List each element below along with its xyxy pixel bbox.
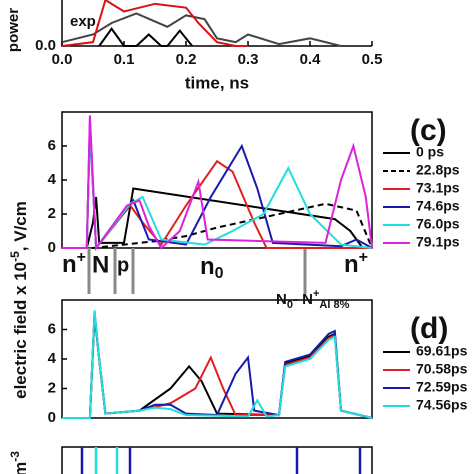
x-tick-label: 0.4 [300,51,322,68]
label-part: m [11,462,30,474]
series-line [62,202,373,249]
ann-sub: Al 8% [319,299,349,311]
region-marks [87,248,307,294]
ann-part: - N [293,291,313,308]
bottom-spikes [80,447,362,474]
region: n [344,251,359,278]
series-line [62,311,373,419]
region-label: n0 [200,253,224,282]
panel-d-frame [61,299,373,419]
region-label: p [117,254,129,276]
top-ylabel: power [5,8,22,52]
top-xlabel: time, ns [185,73,249,92]
legend-label: 69.61ps [416,343,468,359]
panel-label: (c) [410,114,447,147]
region: n [200,253,215,280]
y-tick-label: 6 [48,320,56,337]
legend-label: 74.56ps [416,397,468,413]
label-sup: -5 [8,251,22,262]
series-line [62,313,373,419]
legend-label: 0 ps [416,144,444,160]
series-line [61,12,342,47]
series-line [62,115,373,251]
region-sup: + [359,249,368,266]
series-line [98,27,193,47]
region-label: N [92,251,109,278]
annotation: N0- N+Al 8% [276,288,350,311]
legend-label: 73.1ps [416,180,460,196]
x-tick-label: 0.3 [238,51,259,68]
panel-c-frame [61,111,373,249]
y-tick-label: 0 [48,239,56,256]
region: n [62,251,77,278]
series-line [61,0,248,47]
ann-part: N [276,291,287,308]
y-tick-label: 0.0 [35,37,56,54]
legend-label: 79.1ps [416,234,460,250]
label-sup: -3 [8,451,22,462]
x-tick-label: 0.1 [114,51,135,68]
region-sub: 0 [215,265,224,282]
label-part: electric field x 10 [11,262,30,399]
y-tick-label: 6 [48,137,56,154]
panel-label: (d) [410,312,448,345]
ann-sub: 0 [287,299,293,311]
legend-label: 22.8ps [416,162,460,178]
legend-label: 70.58ps [416,361,468,377]
series-line [62,314,373,419]
y-tick-label: 0 [48,409,56,426]
legend-label: 74.6ps [416,198,460,214]
series-line [62,310,373,419]
y-tick-label: 4 [48,171,57,188]
y-tick-label: 2 [48,379,56,396]
bottom-ylabel: m-3 [8,451,30,474]
legend-label: 76.0ps [416,216,460,232]
x-tick-label: 0.0 [52,51,73,68]
region-label: n+ [62,249,86,278]
x-tick-label: 0.5 [362,51,383,68]
y-axis-label: electric field x 10-5, V/cm [8,201,30,399]
legend-label: 72.59ps [416,379,468,395]
y-tick-label: 2 [48,205,56,222]
label-part: , V/cm [11,201,30,251]
ann-sup: + [313,288,319,300]
y-tick-label: 4 [48,350,57,367]
region-sup: + [77,249,86,266]
annotation: exp. [70,13,100,30]
x-tick-label: 0.2 [176,51,197,68]
region-label: n+ [344,249,368,278]
series-line [62,187,372,249]
bottom-frame [61,446,373,474]
